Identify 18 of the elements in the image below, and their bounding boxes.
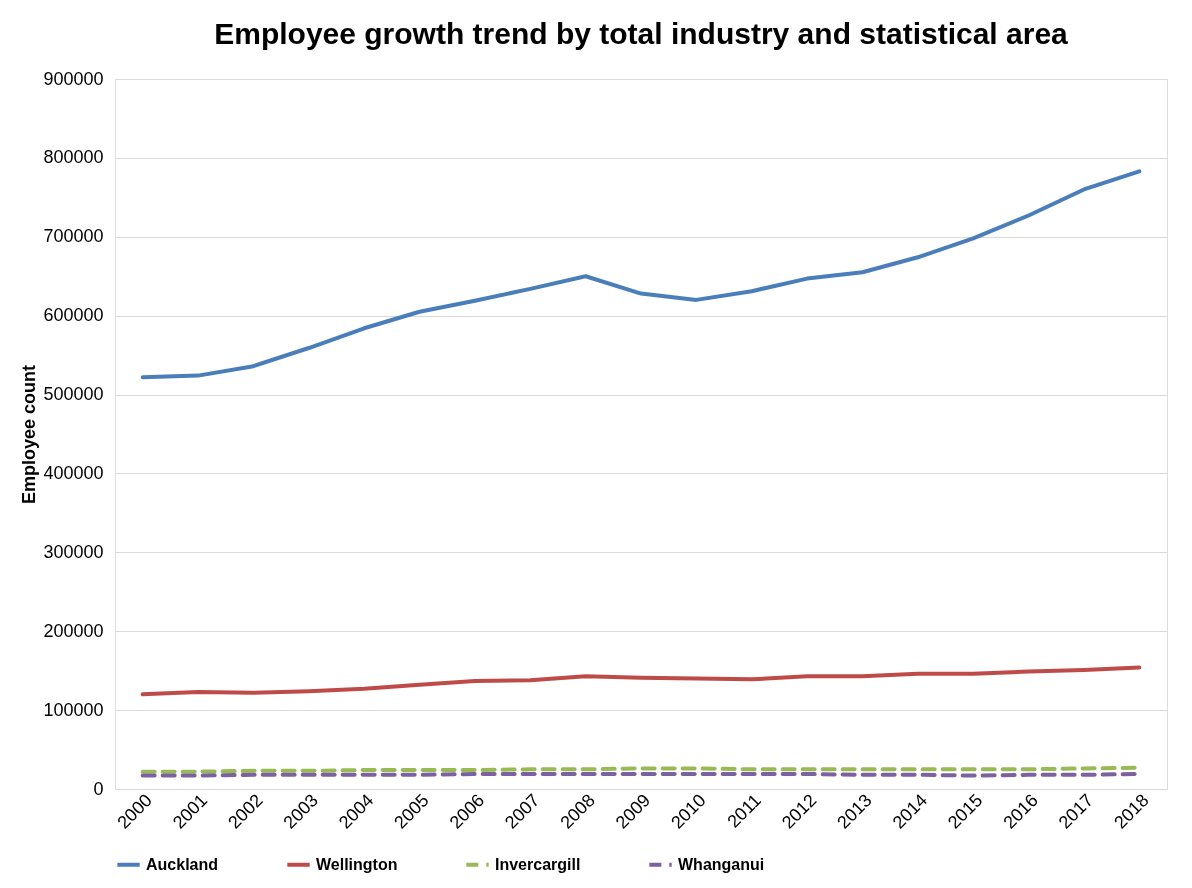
y-tick-label: 500000 bbox=[43, 384, 104, 405]
y-tick-label: 400000 bbox=[43, 462, 104, 483]
legend-label: Whanganui bbox=[678, 855, 765, 873]
line-series bbox=[140, 665, 1142, 697]
y-axis-title: Employee count bbox=[19, 364, 40, 505]
legend-label: Auckland bbox=[146, 855, 219, 873]
y-tick-label: 100000 bbox=[43, 699, 104, 720]
y-tick-label: 900000 bbox=[43, 68, 104, 89]
line-series bbox=[140, 169, 1142, 380]
y-tick-label: 600000 bbox=[43, 305, 104, 326]
y-tick-label: 200000 bbox=[43, 620, 104, 641]
y-tick-label: 800000 bbox=[43, 147, 104, 168]
legend-label: Invercargill bbox=[495, 855, 581, 873]
y-tick-label: 700000 bbox=[43, 226, 104, 247]
chart-title: Employee growth trend by total industry and statistical area bbox=[214, 17, 1069, 50]
y-tick-label: 0 bbox=[93, 778, 104, 799]
y-tick-label: 300000 bbox=[43, 541, 104, 562]
legend-label: Wellington bbox=[316, 855, 398, 873]
